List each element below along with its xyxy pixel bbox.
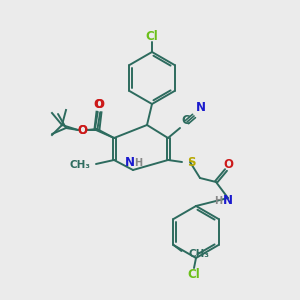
Text: O: O <box>77 124 87 136</box>
Text: O: O <box>77 124 87 136</box>
Text: N: N <box>196 101 206 114</box>
Text: Cl: Cl <box>188 268 200 281</box>
Text: CH₃: CH₃ <box>70 160 91 170</box>
Text: Cl: Cl <box>146 29 158 43</box>
Text: S: S <box>187 155 196 169</box>
Text: O: O <box>223 158 233 170</box>
Text: N: N <box>223 194 233 208</box>
Text: C: C <box>181 114 190 127</box>
Text: CH₃: CH₃ <box>188 249 209 259</box>
Text: O: O <box>93 98 103 112</box>
Text: H: H <box>214 196 222 206</box>
Text: N: N <box>125 157 135 169</box>
Text: H: H <box>134 158 142 168</box>
Text: O: O <box>94 98 104 112</box>
